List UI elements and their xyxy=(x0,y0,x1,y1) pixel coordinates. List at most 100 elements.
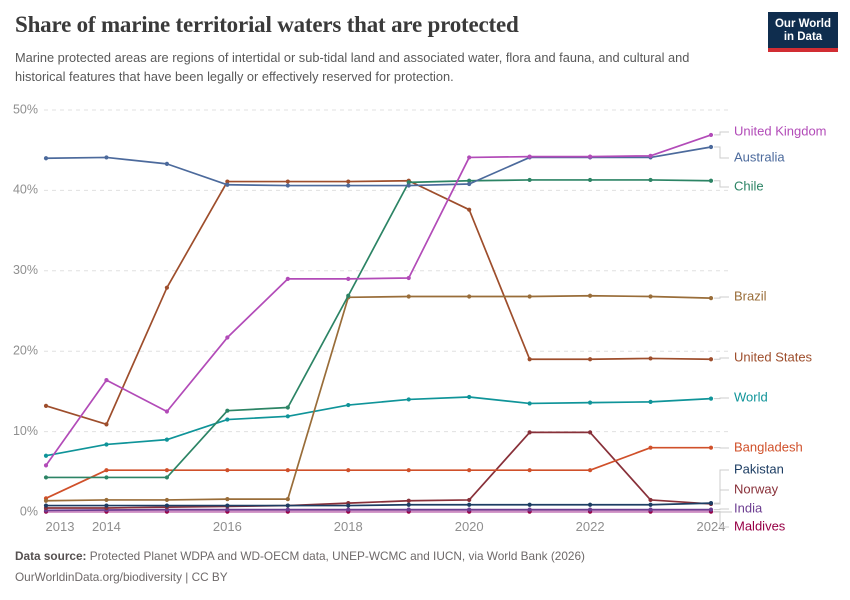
marker-australia-2016 xyxy=(225,182,230,187)
marker-chile-2018 xyxy=(346,293,351,298)
series-label-norway[interactable]: Norway xyxy=(734,481,779,496)
marker-chile-2015 xyxy=(164,475,170,480)
marker-united-kingdom-2018 xyxy=(346,276,351,281)
series-label-world[interactable]: World xyxy=(734,389,768,404)
chart-footer: Data source: Protected Planet WDPA and W… xyxy=(15,546,835,588)
marker-norway-2021 xyxy=(527,430,532,435)
x-tick-label-2013: 2013 xyxy=(46,519,75,534)
marker-chile-2016 xyxy=(225,408,230,413)
marker-australia-2024 xyxy=(708,144,714,150)
label-connector-pakistan xyxy=(714,469,729,504)
line-australia[interactable] xyxy=(45,146,712,187)
label-connector-australia xyxy=(714,146,729,159)
marker-bangladesh-2023 xyxy=(648,445,653,450)
series-label-india[interactable]: India xyxy=(734,500,763,515)
line-world[interactable] xyxy=(45,396,712,457)
y-tick-label-30: 30% xyxy=(13,263,38,277)
line-norway[interactable] xyxy=(45,431,712,509)
marker-brazil-2017 xyxy=(285,497,290,502)
marker-world-2024 xyxy=(708,396,714,401)
marker-chile-2024 xyxy=(708,178,714,183)
marker-world-2018 xyxy=(346,402,351,408)
label-connector-world xyxy=(714,397,729,400)
x-tick-label-2018: 2018 xyxy=(334,519,363,534)
marker-world-2022 xyxy=(587,400,593,405)
line-united-states[interactable] xyxy=(45,179,712,426)
marker-chile-2021 xyxy=(527,177,532,183)
series-label-pakistan[interactable]: Pakistan xyxy=(734,461,784,476)
line-bangladesh[interactable] xyxy=(45,446,712,500)
marker-brazil-2020 xyxy=(467,294,472,299)
marker-india-2018 xyxy=(346,507,351,512)
marker-australia-2014 xyxy=(104,155,109,160)
marker-bangladesh-2020 xyxy=(467,468,472,473)
marker-world-2016 xyxy=(225,417,230,422)
marker-united-states-2023 xyxy=(648,356,653,361)
marker-chile-2019 xyxy=(406,180,411,185)
marker-chile-2017 xyxy=(285,405,290,410)
marker-world-2023 xyxy=(648,399,653,404)
marker-united-kingdom-2015 xyxy=(164,409,170,414)
series-label-united-states[interactable]: United States xyxy=(734,349,813,364)
marker-united-states-2016 xyxy=(225,179,230,184)
marker-chile-2023 xyxy=(648,177,653,183)
label-connector-united-kingdom xyxy=(714,131,729,136)
x-tick-label-2024: 2024 xyxy=(697,519,726,534)
marker-united-kingdom-2023 xyxy=(648,153,653,158)
line-chile[interactable] xyxy=(45,179,712,479)
line-pakistan[interactable] xyxy=(45,502,712,507)
series-label-chile[interactable]: Chile xyxy=(734,178,764,193)
y-tick-label-40: 40% xyxy=(13,183,38,197)
marker-brazil-2013 xyxy=(43,498,49,503)
marker-pakistan-2015 xyxy=(164,503,170,508)
marker-chile-2020 xyxy=(467,178,472,183)
marker-india-2020 xyxy=(467,507,472,512)
marker-pakistan-2017 xyxy=(285,503,290,508)
series-label-brazil[interactable]: Brazil xyxy=(734,288,767,303)
marker-india-2019 xyxy=(406,507,411,512)
marker-india-2016 xyxy=(225,507,230,512)
marker-united-kingdom-2024 xyxy=(708,132,714,138)
marker-australia-2015 xyxy=(164,161,170,166)
marker-india-2024 xyxy=(708,507,714,512)
marker-brazil-2022 xyxy=(587,293,593,298)
marker-world-2017 xyxy=(285,414,290,419)
marker-world-2015 xyxy=(164,437,170,442)
marker-pakistan-2016 xyxy=(225,503,230,508)
marker-pakistan-2022 xyxy=(587,502,593,507)
marker-australia-2017 xyxy=(285,183,290,188)
marker-united-states-2024 xyxy=(708,357,714,362)
series-label-united-kingdom[interactable]: United Kingdom xyxy=(734,123,827,138)
marker-pakistan-2020 xyxy=(467,502,472,507)
marker-bangladesh-2017 xyxy=(285,468,290,473)
marker-norway-2023 xyxy=(648,497,653,503)
series-label-australia[interactable]: Australia xyxy=(734,149,785,164)
label-connector-maldives xyxy=(714,511,729,528)
data-source-label: Data source: xyxy=(15,549,87,563)
marker-pakistan-2024 xyxy=(708,501,714,506)
y-tick-label-20: 20% xyxy=(13,343,38,357)
label-connector-india xyxy=(714,508,729,511)
marker-india-2021 xyxy=(527,507,532,512)
marker-world-2021 xyxy=(527,401,532,406)
x-tick-label-2020: 2020 xyxy=(455,519,484,534)
label-connector-norway xyxy=(714,489,729,505)
line-brazil[interactable] xyxy=(45,294,712,502)
marker-pakistan-2018 xyxy=(346,503,351,508)
marker-chile-2013 xyxy=(43,475,49,480)
x-tick-label-2022: 2022 xyxy=(576,519,605,534)
series-label-maldives[interactable]: Maldives xyxy=(734,518,786,533)
marker-brazil-2021 xyxy=(527,294,532,299)
line-india[interactable] xyxy=(45,508,712,512)
marker-brazil-2016 xyxy=(225,497,230,502)
x-tick-label-2016: 2016 xyxy=(213,519,242,534)
marker-united-states-2013 xyxy=(43,403,49,408)
marker-brazil-2015 xyxy=(164,497,170,503)
line-united-kingdom[interactable] xyxy=(45,134,712,467)
marker-world-2014 xyxy=(104,442,109,447)
marker-brazil-2019 xyxy=(406,294,411,299)
marker-australia-2018 xyxy=(346,183,351,188)
series-label-bangladesh[interactable]: Bangladesh xyxy=(734,439,803,454)
